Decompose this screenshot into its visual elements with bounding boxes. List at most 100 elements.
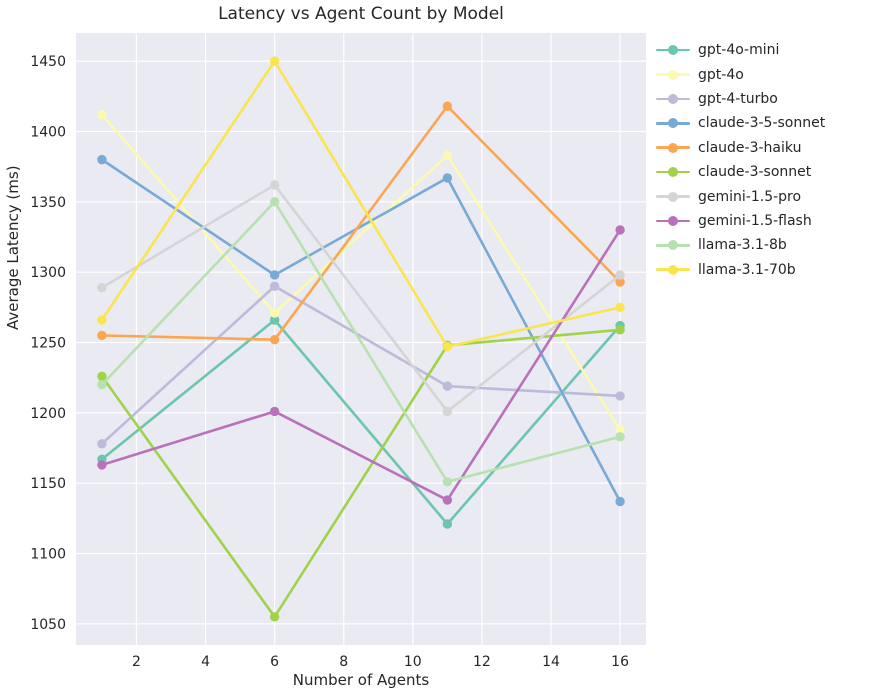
legend-label: gpt-4-turbo [698,90,778,107]
data-point-llama-3.1-8b [615,432,625,442]
legend-item-gpt-4o-mini: gpt-4o-mini [656,38,825,62]
data-point-gpt-4o-mini [269,315,280,325]
legend-label: claude-3-haiku [698,139,802,156]
data-point-llama-3.1-8b [442,477,453,487]
data-point-llama-3.1-8b [269,197,280,207]
data-point-gpt-4o [269,308,280,318]
legend-dot-icon [668,69,678,80]
legend-swatch [656,142,690,154]
legend-label: claude-3-sonnet [698,164,812,181]
legend-item-claude-3-haiku: claude-3-haiku [656,136,825,160]
legend-dot-icon [668,191,678,202]
legend-dot-icon [668,215,678,226]
legend-item-gemini-1.5-pro: gemini-1.5-pro [656,184,825,208]
legend-swatch [656,44,690,56]
legend-item-claude-3-5-sonnet: claude-3-5-sonnet [656,111,825,135]
y-tick-label: 1100 [30,547,66,563]
y-tick-label: 1050 [30,617,66,633]
legend-swatch [656,239,690,251]
data-point-gpt-4o-mini [442,519,453,529]
legend-item-gpt-4o: gpt-4o [656,62,825,86]
y-tick-label: 1250 [30,336,66,352]
data-point-llama-3.1-70b [269,56,280,66]
data-point-claude-3-haiku [269,335,280,345]
series-line-gpt-4o [100,113,622,432]
x-tick-label: 12 [473,654,491,670]
series-line-claude-3-sonnet [100,328,622,619]
series-line-gemini-1.5-flash [100,228,622,502]
legend-item-llama-3.1-70b: llama-3.1-70b [656,258,825,282]
legend-dot-icon [668,264,678,275]
legend: gpt-4o-mini gpt-4o gpt-4-turbo claude-3-… [656,38,825,282]
legend-label: gemini-1.5-pro [698,188,802,205]
data-point-claude-3-sonnet [269,612,280,622]
x-tick-label: 6 [270,654,279,670]
data-point-gemini-1.5-flash [97,460,107,470]
legend-dot-icon [668,240,678,251]
legend-dot-icon [668,93,678,104]
y-tick-label: 1300 [30,265,66,281]
y-tick-label: 1150 [30,476,66,492]
data-point-gpt-4-turbo [615,391,625,401]
legend-label: gpt-4o-mini [698,42,780,59]
data-point-gemini-1.5-flash [615,225,625,235]
y-tick-label: 1350 [30,195,66,211]
x-tick-label: 4 [201,654,210,670]
data-point-gpt-4o [615,425,625,435]
data-point-claude-3-haiku [97,330,107,341]
data-point-claude-3-haiku [442,101,453,111]
data-point-claude-3-5-sonnet [442,173,453,183]
data-point-claude-3-5-sonnet [269,270,280,280]
x-tick-label: 14 [542,654,560,670]
legend-label: llama-3.1-8b [698,237,787,254]
legend-swatch [656,117,690,129]
series-line-claude-3-5-sonnet [100,158,622,503]
data-point-llama-3.1-8b [97,380,107,390]
legend-swatch [656,69,690,81]
legend-item-gpt-4-turbo: gpt-4-turbo [656,87,825,111]
legend-dot-icon [668,167,678,178]
x-tick-label: 10 [404,654,422,670]
legend-swatch [656,264,690,276]
series-line-gpt-4o-mini [100,318,622,526]
x-tick-label: 16 [611,654,629,670]
data-point-gemini-1.5-pro [269,180,280,190]
y-tick-label: 1200 [30,406,66,422]
legend-dot-icon [668,118,678,129]
legend-label: claude-3-5-sonnet [698,115,826,132]
data-point-gpt-4o [97,109,107,120]
series-line-llama-3.1-8b [100,200,622,484]
x-axis-label: Number of Agents [292,671,430,689]
legend-item-llama-3.1-8b: llama-3.1-8b [656,233,825,257]
series-line-gemini-1.5-pro [100,183,622,413]
data-point-claude-3-haiku [615,277,625,287]
series-line-claude-3-haiku [100,104,622,342]
data-point-gpt-4-turbo [97,439,107,449]
legend-swatch [656,93,690,105]
legend-label: gemini-1.5-flash [698,212,812,229]
data-point-gpt-4o [442,150,453,161]
y-tick-label: 1400 [30,124,66,140]
data-point-claude-3-5-sonnet [97,154,107,165]
legend-label: llama-3.1-70b [698,261,796,278]
data-point-gpt-4-turbo [442,381,453,391]
y-tick-label: 1450 [30,54,66,70]
legend-dot-icon [668,142,678,153]
data-point-gemini-1.5-pro [442,406,453,417]
data-point-claude-3-sonnet [615,325,625,335]
x-tick-label: 8 [339,654,348,670]
data-point-gpt-4-turbo [269,281,280,291]
data-point-claude-3-sonnet [97,371,107,381]
data-point-gemini-1.5-pro [615,270,625,280]
x-tick-label: 2 [132,654,141,670]
data-point-llama-3.1-70b [97,315,107,325]
legend-item-gemini-1.5-flash: gemini-1.5-flash [656,209,825,233]
data-point-llama-3.1-70b [615,302,625,313]
series-line-gpt-4-turbo [100,284,622,446]
legend-swatch [656,215,690,227]
data-point-claude-3-5-sonnet [615,496,625,507]
chart-title: Latency vs Agent Count by Model [218,4,504,24]
legend-item-claude-3-sonnet: claude-3-sonnet [656,160,825,184]
